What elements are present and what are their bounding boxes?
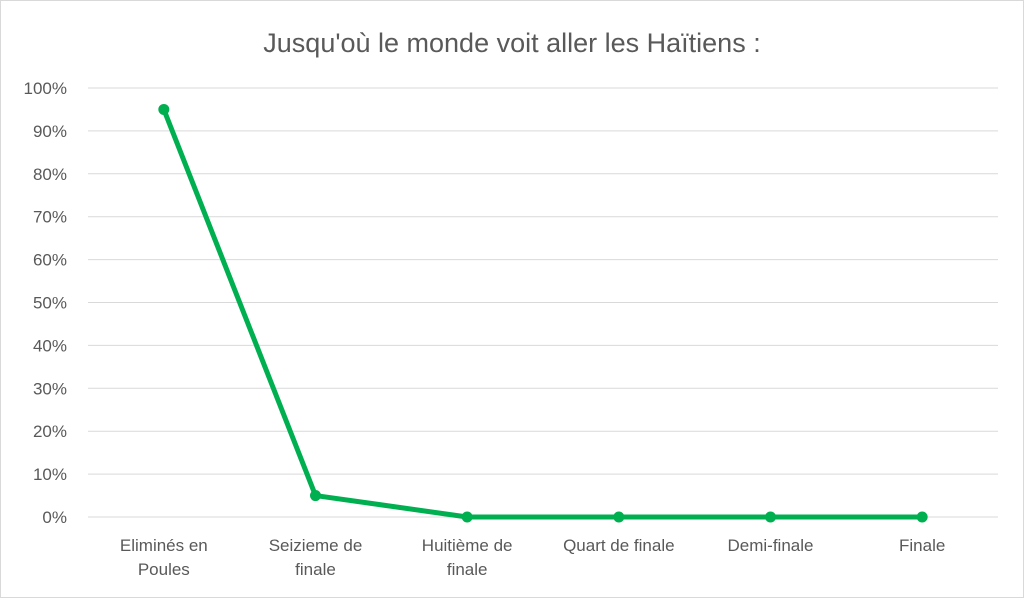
x-tick-label: Demi-finale bbox=[728, 536, 814, 555]
data-point bbox=[461, 511, 473, 523]
y-axis-ticks: 0% 10% 20% 30% 40% 50% 60% 70% 80% 90% 100% bbox=[24, 79, 67, 527]
y-tick-label: 70% bbox=[33, 208, 67, 227]
y-tick-label: 10% bbox=[33, 465, 67, 484]
y-tick-label: 20% bbox=[33, 422, 67, 441]
series bbox=[158, 103, 928, 523]
data-point bbox=[310, 490, 321, 502]
x-axis-ticks: Eliminés en Poules Seizieme de finale Huitiè… bbox=[120, 536, 945, 579]
data-point bbox=[613, 511, 625, 523]
y-tick-label: 40% bbox=[33, 336, 67, 355]
gridlines bbox=[88, 87, 998, 518]
y-tick-label: 90% bbox=[33, 122, 67, 141]
data-point bbox=[765, 511, 776, 523]
y-tick-label: 50% bbox=[33, 294, 67, 313]
y-tick-label: 30% bbox=[33, 379, 67, 398]
x-tick-label: Eliminés en Poules bbox=[120, 536, 208, 579]
data-point bbox=[158, 103, 170, 115]
y-tick-label: 80% bbox=[33, 165, 67, 184]
chart-title: Jusqu'où le monde voit aller les Haïtien… bbox=[263, 28, 760, 58]
y-tick-label: 100% bbox=[24, 79, 67, 98]
series-line bbox=[161, 106, 925, 520]
x-tick-label: Quart de finale bbox=[563, 536, 675, 555]
x-tick-label: Seizieme de finale bbox=[269, 536, 363, 579]
y-tick-label: 60% bbox=[33, 251, 67, 270]
y-tick-label: 0% bbox=[42, 508, 67, 527]
x-tick-label: Huitième de finale bbox=[422, 536, 513, 579]
data-point bbox=[916, 511, 928, 523]
x-tick-label: Finale bbox=[899, 536, 945, 555]
